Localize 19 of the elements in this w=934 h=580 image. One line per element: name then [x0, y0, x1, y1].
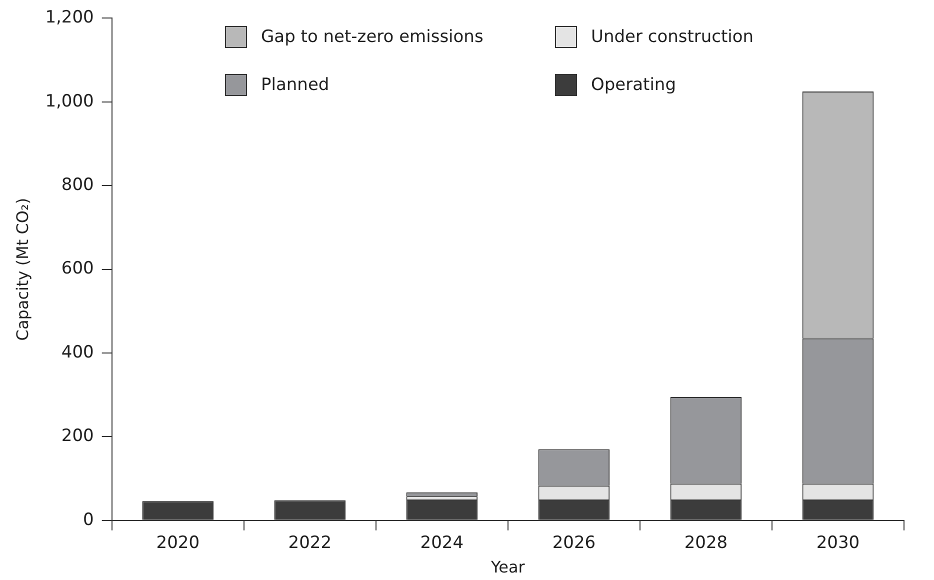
x-tick-label: 2028 — [684, 533, 728, 554]
x-tick-label: 2030 — [816, 533, 860, 554]
y-tick-label: 1,000 — [45, 91, 94, 112]
y-tick-label: 1,200 — [45, 8, 94, 28]
y-tick-label: 200 — [61, 426, 94, 446]
x-tick-label: 2024 — [420, 533, 464, 554]
x-tick-label: 2020 — [156, 533, 200, 554]
x-tick-label: 2026 — [552, 533, 596, 554]
legend-label: Gap to net-zero emissions — [261, 27, 484, 47]
legend-label: Under construction — [591, 27, 754, 47]
x-axis-title: Year — [490, 558, 526, 577]
x-tick-label: 2022 — [288, 533, 332, 554]
legend-label: Operating — [591, 75, 676, 95]
y-tick-label: 800 — [61, 175, 94, 196]
y-tick-label: 600 — [61, 258, 94, 279]
legend-label: Planned — [261, 75, 330, 95]
y-tick-label: 400 — [61, 342, 94, 362]
y-axis-title: Capacity (Mt CO₂) — [12, 198, 32, 341]
y-tick-label: 0 — [83, 510, 94, 530]
